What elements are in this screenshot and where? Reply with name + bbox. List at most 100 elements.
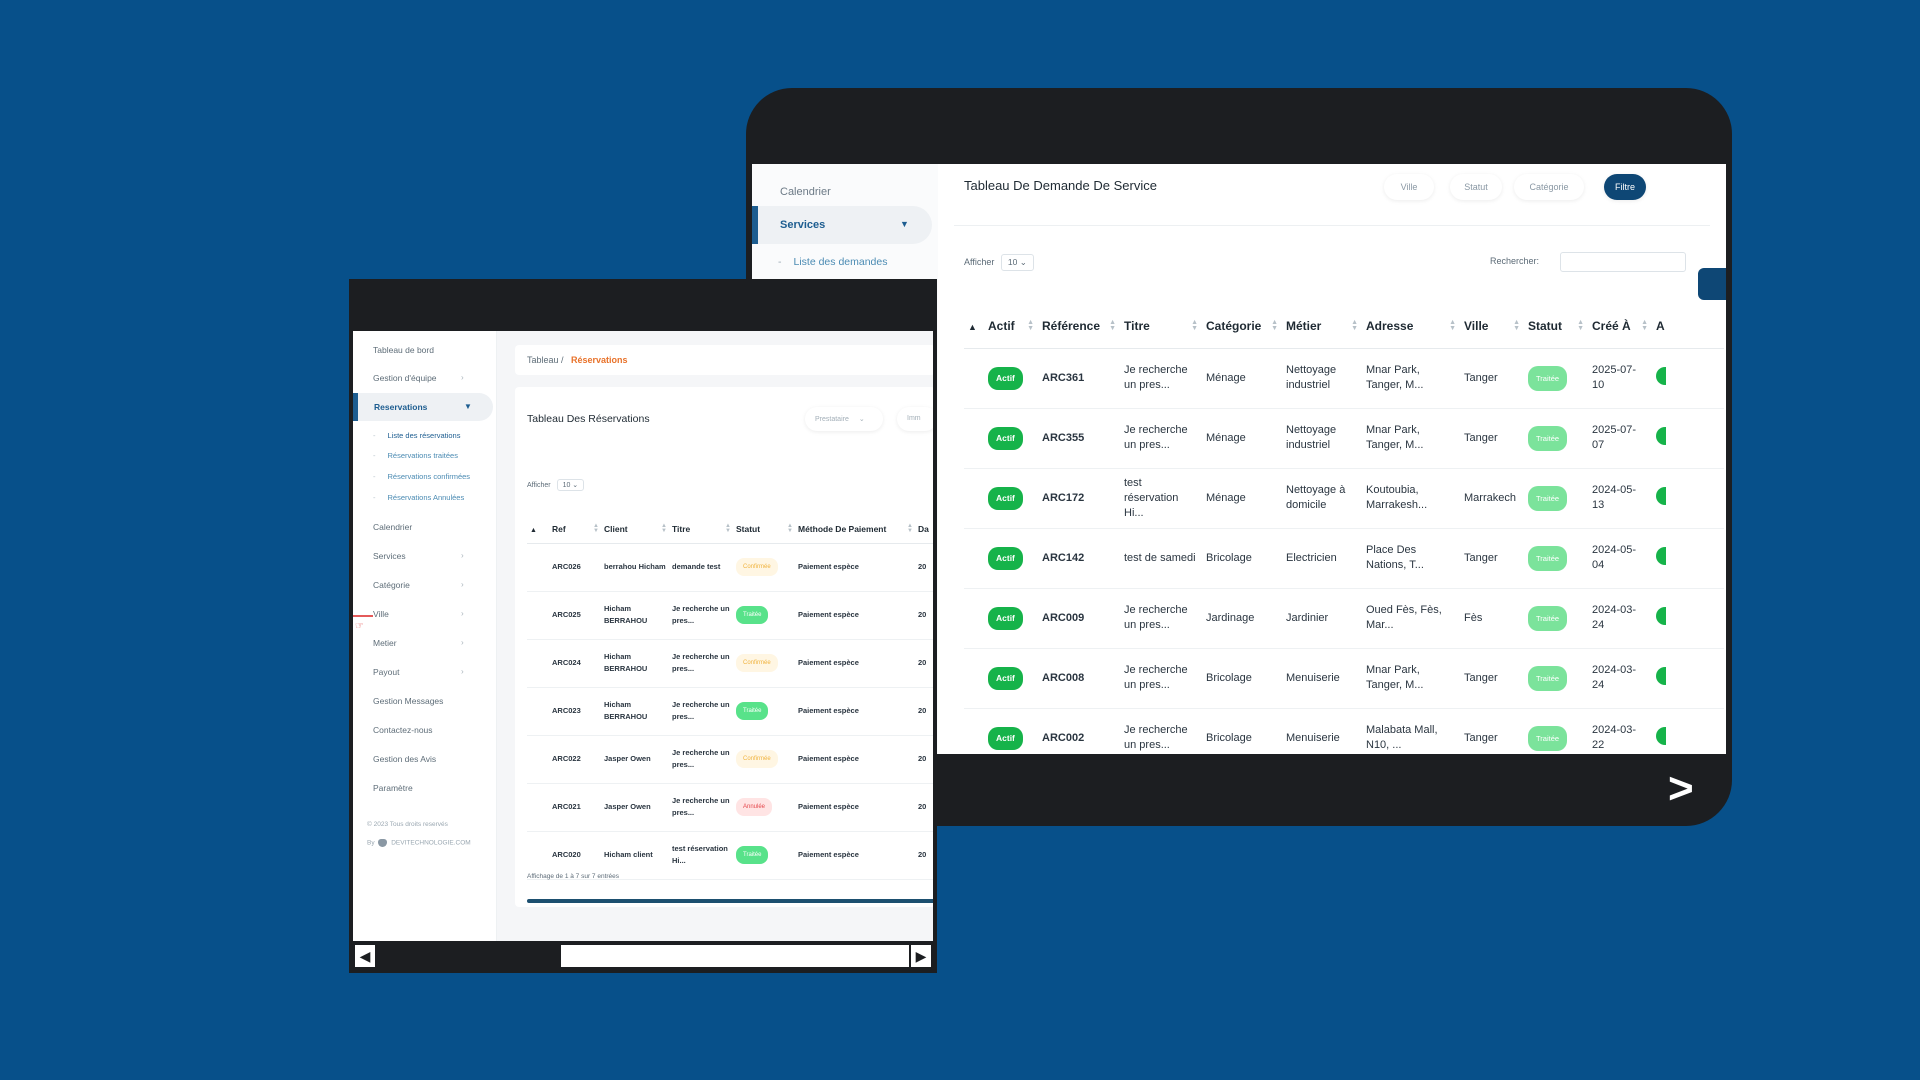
column-header-categorie[interactable]: Catégorie ▲ ▼: [1202, 304, 1282, 349]
sidebar-item-services[interactable]: Services ›: [373, 551, 464, 561]
table-row[interactable]: Actif ARC009 Je recherche un pres... Jardin…: [964, 588, 1724, 649]
column-header-cree[interactable]: Créé À ▲ ▼: [1588, 304, 1652, 349]
sidebar-item-ville[interactable]: Ville ›: [373, 609, 464, 619]
actif-badge[interactable]: Actif: [988, 606, 1023, 630]
adresse-cell: Koutoubia, Marrakesh...: [1362, 468, 1460, 529]
sidebar-subitem-liste-demandes[interactable]: - Liste des demandes: [778, 256, 888, 268]
filter-statut-button[interactable]: Statut: [1450, 174, 1502, 200]
sidebar-subitem-label: Réservations confirmées: [387, 472, 471, 481]
column-header-client[interactable]: Client ▲ ▼: [601, 515, 669, 544]
table-scrollbar[interactable]: [527, 899, 933, 903]
sidebar-item-tableau-de-bord[interactable]: Tableau de bord: [373, 345, 434, 355]
action-toggle[interactable]: [1656, 606, 1666, 625]
search-input[interactable]: [1560, 252, 1686, 272]
sidebar-item-label: Gestion des Avis: [373, 754, 437, 764]
sort-icon: ▲ ▼: [661, 523, 667, 534]
metier-cell: Menuiserie: [1282, 708, 1362, 754]
sidebar-item-services[interactable]: Services ▼: [752, 206, 932, 244]
sidebar-item-payout[interactable]: Payout ›: [373, 667, 464, 677]
actif-badge[interactable]: Actif: [988, 666, 1023, 690]
breadcrumb-root[interactable]: Tableau: [527, 355, 559, 365]
table-row[interactable]: Actif ARC361 Je recherche un pres... Ménage…: [964, 348, 1724, 409]
column-header-titre[interactable]: Titre ▲ ▼: [1120, 304, 1202, 349]
table-row[interactable]: ARC023 Hicham BERRAHOU Je recherche un pre…: [527, 687, 933, 736]
actif-badge[interactable]: Actif: [988, 726, 1023, 750]
credit-link[interactable]: DEVITECHNOLOGIE.COM: [391, 839, 471, 847]
sidebar-item-categorie[interactable]: Catégorie ›: [373, 580, 464, 590]
page-length-select[interactable]: 10 ⌄: [556, 479, 585, 491]
column-header-ville[interactable]: Ville ▲ ▼: [1460, 304, 1524, 349]
table-row[interactable]: Actif ARC008 Je recherche un pres... Bricol…: [964, 648, 1724, 709]
column-header-statut[interactable]: Statut ▲ ▼: [1524, 304, 1588, 349]
side-toggle-tab[interactable]: [1698, 268, 1726, 300]
table-row[interactable]: Actif ARC002 Je recherche un pres... Bricol…: [964, 708, 1724, 754]
column-header-metier[interactable]: Métier ▲ ▼: [1282, 304, 1362, 349]
scroll-left-icon[interactable]: ◀: [355, 945, 375, 967]
action-toggle[interactable]: [1656, 666, 1666, 685]
sidebar-item-parametre[interactable]: Paramètre: [373, 783, 413, 793]
sidebar-item-metier[interactable]: Metier ›: [373, 638, 464, 648]
sidebar-item-calendrier[interactable]: Calendrier: [373, 522, 412, 532]
sidebar-item-gestion-avis[interactable]: Gestion des Avis: [373, 754, 436, 764]
table-row[interactable]: ARC024 Hicham BERRAHOU Je recherche un pre…: [527, 639, 933, 688]
table-row[interactable]: ARC022 Jasper Owen Je recherche un pres...…: [527, 735, 933, 784]
actif-badge[interactable]: Actif: [988, 366, 1023, 390]
column-header-label: Méthode De Paiement: [798, 523, 887, 534]
filter-categorie-button[interactable]: Catégorie: [1514, 174, 1584, 200]
column-header-extra[interactable]: A: [1652, 304, 1724, 349]
actif-badge[interactable]: Actif: [988, 486, 1023, 510]
table-row[interactable]: ARC026 berrahou Hicham demande test Confirm…: [527, 543, 933, 592]
sidebar-item-gestion-equipe[interactable]: Gestion d'équipe ›: [373, 373, 464, 383]
filter-imm-button[interactable]: Imm: [897, 407, 933, 431]
scrollbar-thumb[interactable]: [389, 945, 561, 967]
column-header-statut[interactable]: Statut ▲ ▼: [733, 515, 795, 544]
column-header-ref[interactable]: Ref ▲ ▼: [549, 515, 601, 544]
column-header-date[interactable]: Da: [915, 515, 933, 544]
filter-ville-button[interactable]: Ville: [1384, 174, 1434, 200]
table-row[interactable]: ARC021 Jasper Owen Je recherche un pres...…: [527, 783, 933, 832]
titre-cell: Je recherche un pres...: [669, 783, 733, 832]
sort-column-header[interactable]: ▲: [527, 515, 549, 544]
titre-cell: demande test: [669, 543, 733, 592]
column-header-reference[interactable]: Référence ▲ ▼: [1038, 304, 1120, 349]
horizontal-scrollbar-thumb[interactable]: [926, 770, 1072, 810]
adresse-cell: Mnar Park, Tanger, M...: [1362, 408, 1460, 469]
table-row[interactable]: ARC020 Hicham client test réservation Hi..…: [527, 831, 933, 880]
column-header-label: Ville: [1464, 318, 1489, 333]
table-row[interactable]: ARC025 Hicham BERRAHOU Je recherche un pre…: [527, 591, 933, 640]
sidebar-subitem-liste-reservations[interactable]: - Liste des réservations: [373, 431, 461, 440]
action-cell: [1652, 528, 1724, 589]
sidebar-item-gestion-messages[interactable]: Gestion Messages: [373, 696, 443, 706]
actif-badge[interactable]: Actif: [988, 546, 1023, 570]
sidebar-item-calendrier[interactable]: Calendrier: [780, 186, 831, 198]
action-toggle[interactable]: [1656, 486, 1666, 505]
column-header-actif[interactable]: Actif ▲ ▼: [984, 304, 1038, 349]
cree-cell: 2024-03-24: [1588, 648, 1652, 709]
action-toggle[interactable]: [1656, 726, 1666, 745]
reservations-table-body: ARC026 berrahou Hicham demande test Confirm…: [527, 543, 933, 880]
sidebar-item-label: Contactez-nous: [373, 725, 433, 735]
action-toggle[interactable]: [1656, 426, 1666, 445]
filter-prestataire-button[interactable]: Prestataire ⌄: [805, 407, 883, 431]
column-header-adresse[interactable]: Adresse ▲ ▼: [1362, 304, 1460, 349]
scroll-right-icon[interactable]: ▶: [911, 945, 931, 967]
table-row[interactable]: Actif ARC172 test réservation Hi... Ménage N…: [964, 468, 1724, 529]
action-toggle[interactable]: [1656, 366, 1666, 385]
sort-column-header[interactable]: ▲: [964, 304, 984, 349]
sidebar-subitem-reservations-annulees[interactable]: - Réservations Annulées: [373, 493, 465, 502]
page-length-select[interactable]: 10 ⌄: [1000, 254, 1034, 271]
actif-badge[interactable]: Actif: [988, 426, 1023, 450]
action-toggle[interactable]: [1656, 546, 1666, 565]
sidebar-subitem-reservations-traitees[interactable]: - Réservations traitées: [373, 451, 458, 460]
sidebar-item-reservations[interactable]: Reservations ▼: [353, 393, 493, 421]
filtre-button[interactable]: Filtre: [1604, 174, 1646, 200]
table-row[interactable]: Actif ARC355 Je recherche un pres... Ménage…: [964, 408, 1724, 469]
column-header-titre[interactable]: Titre ▲ ▼: [669, 515, 733, 544]
table-row[interactable]: Actif ARC142 test de samedi Bricolage Electr…: [964, 528, 1724, 589]
cree-cell: 2024-05-13: [1588, 468, 1652, 529]
sidebar-item-label: Reservations: [374, 402, 428, 412]
chevron-right-icon[interactable]: >: [1668, 764, 1694, 813]
sidebar-item-contactez-nous[interactable]: Contactez-nous: [373, 725, 433, 735]
column-header-methode-paiement[interactable]: Méthode De Paiement ▲ ▼: [795, 515, 915, 544]
sidebar-subitem-reservations-confirmees[interactable]: - Réservations confirmées: [373, 472, 471, 481]
